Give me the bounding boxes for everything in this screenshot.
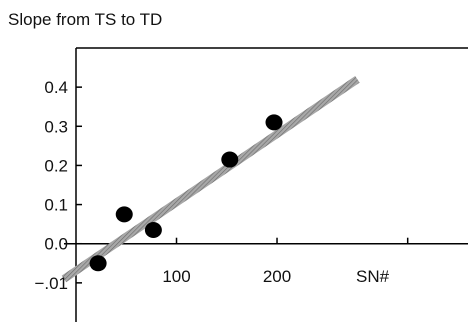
data-point: [115, 206, 133, 223]
data-point: [265, 114, 283, 131]
axes: [64, 47, 468, 322]
y-tick-label: 0.4: [44, 78, 68, 97]
trend-line: [61, 76, 360, 283]
data-points: [89, 114, 283, 272]
trend-line-group: [61, 76, 360, 283]
y-tick-label: 0.1: [44, 196, 68, 215]
y-tick-label: −.01: [34, 274, 68, 293]
x-tick-label: 200: [263, 267, 291, 286]
data-point: [221, 151, 239, 168]
data-point: [89, 255, 107, 272]
x-tick-label: 100: [162, 267, 190, 286]
data-point: [144, 222, 162, 239]
y-tick-label: 0.2: [44, 156, 68, 175]
x-axis-label: SN#: [356, 267, 390, 286]
chart-title: Slope from TS to TD: [8, 10, 162, 29]
y-tick-label: 0.3: [44, 117, 68, 136]
tick-labels: 0.4 0.3 0.2 0.1 0.0 −.01 100 200: [34, 78, 291, 293]
y-tick-label: 0.0: [44, 235, 68, 254]
